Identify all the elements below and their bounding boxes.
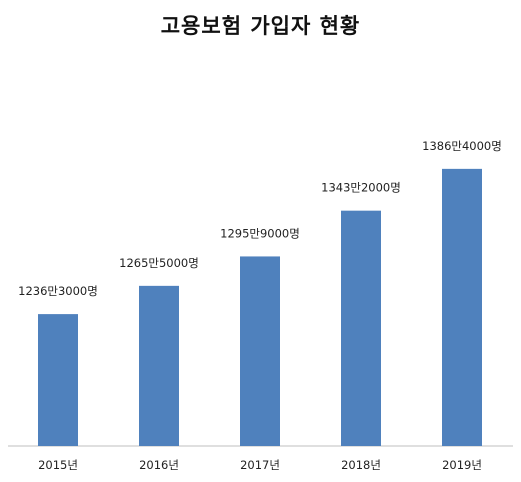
chart-title: 고용보험 가입자 현황 [160, 14, 361, 38]
bar-2019 [442, 168, 482, 446]
x-tick-label: 2018년 [341, 458, 381, 472]
data-label: 1265만5000명 [119, 256, 199, 270]
bar-2015 [38, 314, 78, 446]
x-tick-label: 2017년 [240, 458, 280, 472]
data-label: 1236만3000명 [18, 284, 98, 298]
bar-2018 [341, 210, 381, 446]
data-label: 1386만4000명 [422, 139, 502, 153]
bar-2017 [240, 256, 280, 446]
x-tick-label: 2019년 [442, 458, 482, 472]
bar-2016 [139, 285, 179, 446]
x-tick-label: 2015년 [38, 458, 78, 472]
data-label: 1295만9000명 [220, 226, 300, 240]
data-label: 1343만2000명 [321, 181, 401, 195]
x-tick-label: 2016년 [139, 458, 179, 472]
